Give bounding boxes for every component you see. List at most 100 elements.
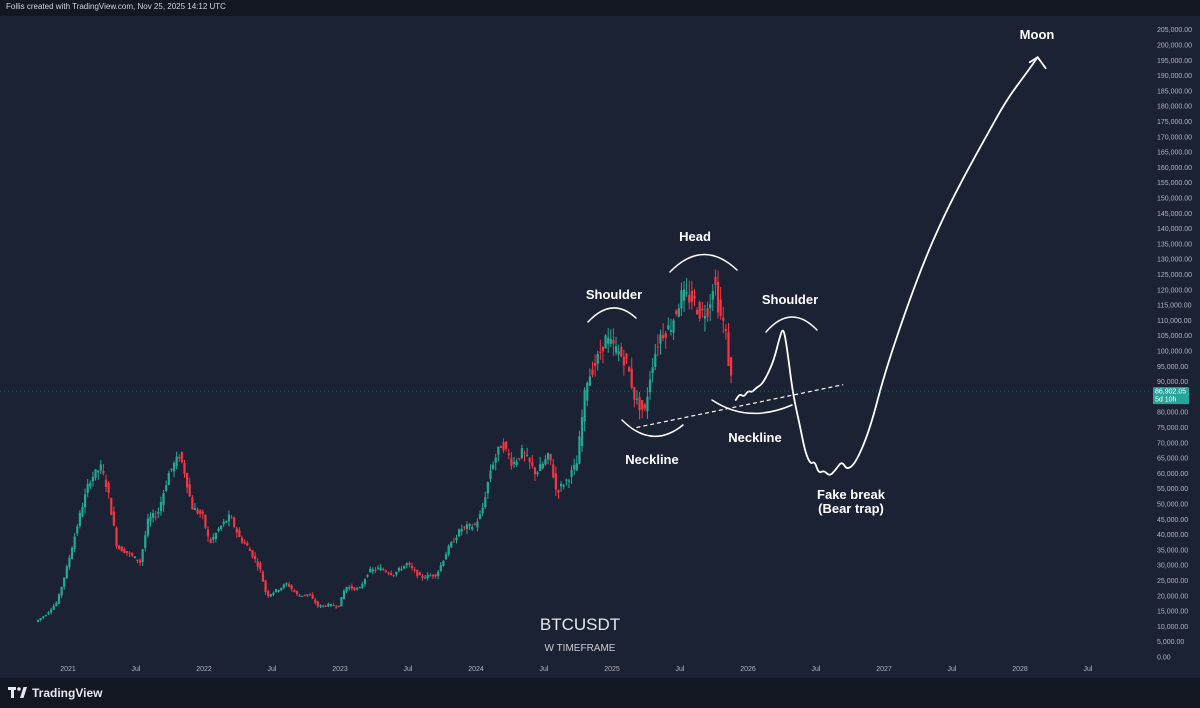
candle-down	[549, 454, 552, 461]
candle-up	[298, 595, 301, 597]
price-axis-label: 30,000.00	[1157, 563, 1188, 570]
candle-down	[332, 605, 335, 607]
candle-up	[220, 525, 223, 529]
candle-up	[60, 586, 63, 596]
candle-up	[369, 569, 372, 573]
header-credit: Follis created with TradingView.com, Nov…	[6, 2, 226, 11]
candle-down	[191, 497, 194, 510]
candle-up	[225, 520, 228, 523]
candle-down	[641, 400, 644, 410]
price-tag-countdown: 5d 10h	[1155, 397, 1177, 404]
bear-trap-label: (Bear trap)	[818, 501, 884, 516]
candle-up	[489, 470, 492, 479]
candle-down	[701, 308, 704, 311]
price-axis-label: 195,000.00	[1157, 58, 1192, 65]
candle-down	[110, 498, 113, 516]
candle-up	[50, 609, 53, 613]
candle-up	[654, 353, 657, 367]
candle-up	[222, 521, 225, 525]
candle-up	[280, 587, 283, 591]
candle-up	[99, 464, 102, 471]
candle-up	[157, 511, 160, 514]
candle-up	[68, 557, 71, 568]
candle-up	[711, 291, 714, 300]
candle-up	[646, 396, 649, 412]
candle-up	[65, 566, 68, 579]
projection-line	[734, 56, 1039, 476]
neckline-left-label: Neckline	[625, 452, 678, 467]
candle-down	[722, 317, 725, 321]
neckline-dashed	[636, 384, 844, 429]
candle-up	[442, 560, 445, 566]
time-axis[interactable]: 2021 Jul 2022 Jul 2023 Jul 2024 Jul 2025 Jul 2026 J…	[60, 666, 1093, 673]
candle-down	[473, 523, 476, 525]
price-tag: 86,902.05 5d 10h	[1153, 387, 1189, 405]
time-axis-label: Jul	[676, 666, 685, 673]
price-axis-label: 45,000.00	[1157, 517, 1188, 524]
candle-up	[478, 514, 482, 519]
candle-down	[499, 446, 503, 448]
candle-up	[84, 494, 87, 508]
candle-up	[73, 536, 76, 550]
time-axis-label: 2025	[604, 666, 620, 673]
candle-down	[246, 543, 249, 546]
candle-up	[214, 533, 217, 539]
candle-up	[471, 526, 474, 530]
candle-up	[340, 597, 343, 607]
price-axis-label: 10,000.00	[1157, 624, 1188, 631]
candle-up	[212, 537, 215, 540]
candle-down	[178, 456, 181, 459]
price-axis-label: 190,000.00	[1157, 73, 1192, 80]
candle-down	[418, 572, 421, 576]
candle-down	[112, 511, 115, 526]
candle-up	[405, 563, 408, 566]
candle-up	[609, 338, 612, 344]
candle-down	[188, 484, 191, 497]
tradingview-logo[interactable]: TradingView	[8, 686, 102, 700]
candles	[36, 269, 733, 623]
candle-up	[52, 605, 55, 610]
candle-up	[39, 618, 42, 621]
price-axis-label: 135,000.00	[1157, 241, 1192, 248]
price-axis[interactable]: 205,000.00 200,000.00 195,000.00 190,000.00…	[1157, 27, 1192, 661]
candle-up	[526, 455, 529, 457]
candle-down	[199, 510, 202, 515]
candle-up	[172, 463, 176, 472]
candle-up	[465, 524, 469, 530]
candle-down	[120, 546, 123, 552]
chart-area[interactable]: 205,000.00 200,000.00 195,000.00 190,000.00…	[0, 16, 1200, 678]
candle-up	[541, 463, 544, 469]
time-axis-label: Jul	[268, 666, 277, 673]
candle-down	[552, 464, 555, 478]
candle-up	[560, 483, 563, 487]
candle-up	[570, 469, 573, 477]
candle-down	[261, 572, 265, 582]
candle-up	[685, 292, 688, 294]
candle-down	[656, 346, 659, 348]
candle-up	[667, 325, 670, 330]
price-axis-label: 75,000.00	[1157, 425, 1188, 432]
candle-up	[429, 575, 432, 577]
candle-up	[217, 528, 220, 531]
candle-up	[306, 594, 309, 596]
tradingview-logo-icon	[8, 687, 27, 698]
candle-down	[628, 367, 631, 372]
candle-down	[115, 527, 118, 547]
candle-down	[382, 568, 385, 571]
candle-up	[672, 320, 675, 333]
candle-up	[484, 497, 487, 508]
time-axis-label: 2023	[332, 666, 348, 673]
candle-up	[348, 587, 351, 589]
candle-down	[335, 606, 338, 608]
candle-up	[447, 545, 450, 555]
time-axis-label: 2021	[60, 666, 76, 673]
candle-up	[651, 367, 654, 374]
candle-up	[91, 476, 95, 482]
right-shoulder-label: Shoulder	[762, 292, 818, 307]
candle-down	[104, 479, 108, 487]
candle-up	[562, 485, 565, 487]
candle-up	[439, 564, 442, 571]
price-axis-label: 0.00	[1157, 655, 1171, 662]
candle-down	[716, 281, 720, 313]
candle-down	[387, 572, 390, 574]
